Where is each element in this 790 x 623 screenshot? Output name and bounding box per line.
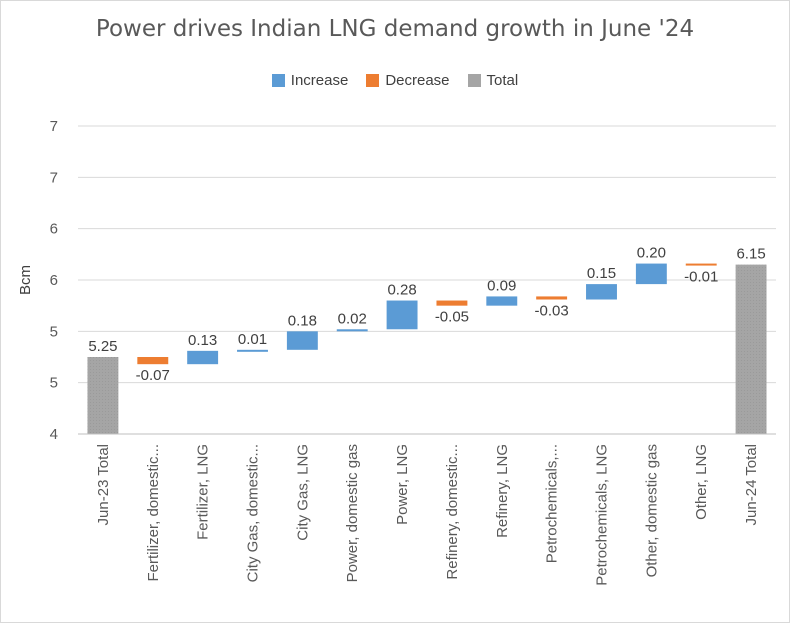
legend-item-total: Total (467, 72, 519, 89)
legend-swatch-increase (271, 74, 285, 87)
legend-item-increase: Increase (271, 72, 349, 89)
legend-label-decrease: Decrease (385, 72, 450, 89)
legend-swatch-decrease (366, 74, 380, 87)
legend-swatch-total (467, 74, 481, 87)
chart-legend: Increase Decrease Total (0, 72, 790, 89)
legend-label-increase: Increase (290, 72, 349, 89)
chart-title: Power drives Indian LNG demand growth in… (95, 16, 695, 42)
legend-item-decrease: Decrease (366, 72, 450, 89)
legend-label-total: Total (486, 72, 519, 89)
